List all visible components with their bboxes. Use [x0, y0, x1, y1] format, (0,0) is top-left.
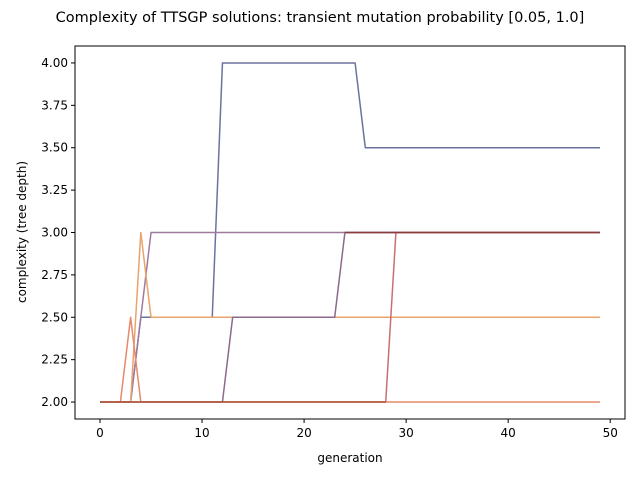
- y-tick-label: 2.50: [41, 310, 68, 324]
- y-tick-label: 4.00: [41, 56, 68, 70]
- chart-title: Complexity of TTSGP solutions: transient…: [56, 10, 585, 26]
- y-tick-label: 3.00: [41, 226, 68, 240]
- x-tick-label: 30: [398, 426, 413, 440]
- y-tick-label: 3.25: [41, 183, 68, 197]
- y-tick-label: 3.50: [41, 141, 68, 155]
- x-tick-label: 20: [296, 426, 311, 440]
- y-tick-label: 2.75: [41, 268, 68, 282]
- x-tick-label: 50: [603, 426, 618, 440]
- y-tick-label: 3.75: [41, 98, 68, 112]
- y-axis-ticks: 2.00 2.25 2.50 2.75 3.00 3.25 3.50 3.75 4.00: [41, 56, 75, 409]
- y-tick-label: 2.25: [41, 353, 68, 367]
- x-tick-label: 0: [96, 426, 104, 440]
- x-axis-label: generation: [317, 451, 382, 465]
- y-tick-label: 2.00: [41, 395, 68, 409]
- series-line-3: [100, 231, 600, 403]
- x-tick-label: 10: [194, 426, 209, 440]
- x-tick-label: 40: [501, 426, 516, 440]
- series-line-4: [100, 316, 600, 403]
- y-axis-label: complexity (tree depth): [15, 161, 29, 303]
- series-layer: [100, 62, 600, 403]
- x-axis-ticks: 0 10 20 30 40 50: [96, 419, 618, 440]
